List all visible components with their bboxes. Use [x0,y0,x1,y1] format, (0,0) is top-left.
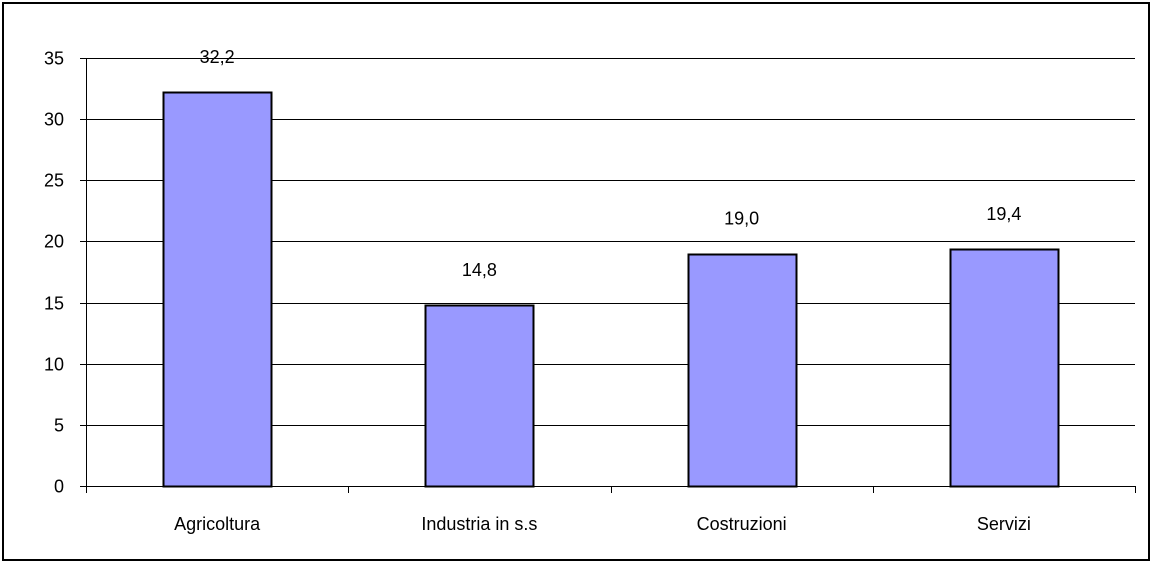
bar-costruzioni [687,253,798,488]
y-tick-label: 30 [44,110,64,130]
x-tick-label: Industria in s.s [421,514,537,534]
bar-industria-in-s-s [424,304,535,488]
y-axis: 0 5 10 15 20 25 30 35 [44,49,87,497]
data-label: 19,0 [724,209,759,229]
x-axis: Agricoltura Industria in s.s Costruzioni Se… [86,486,1136,534]
y-tick-label: 5 [54,416,64,436]
bars [162,91,1060,488]
x-tick-label: Agricoltura [174,514,261,534]
y-tick-label: 0 [54,477,64,497]
bar-agricoltura [162,91,273,488]
y-tick-label: 15 [44,294,64,314]
x-tick-label: Costruzioni [697,514,787,534]
data-labels: 32,2 14,8 19,0 19,4 [200,47,1022,280]
data-label: 32,2 [200,47,235,67]
y-tick-label: 20 [44,232,64,252]
y-tick-label: 35 [44,49,64,69]
data-label: 19,4 [986,204,1021,224]
x-tick-label: Servizi [977,514,1031,534]
y-tick-label: 25 [44,171,64,191]
bar-servizi [949,248,1060,488]
data-label: 14,8 [462,260,497,280]
y-tick-label: 10 [44,355,64,375]
